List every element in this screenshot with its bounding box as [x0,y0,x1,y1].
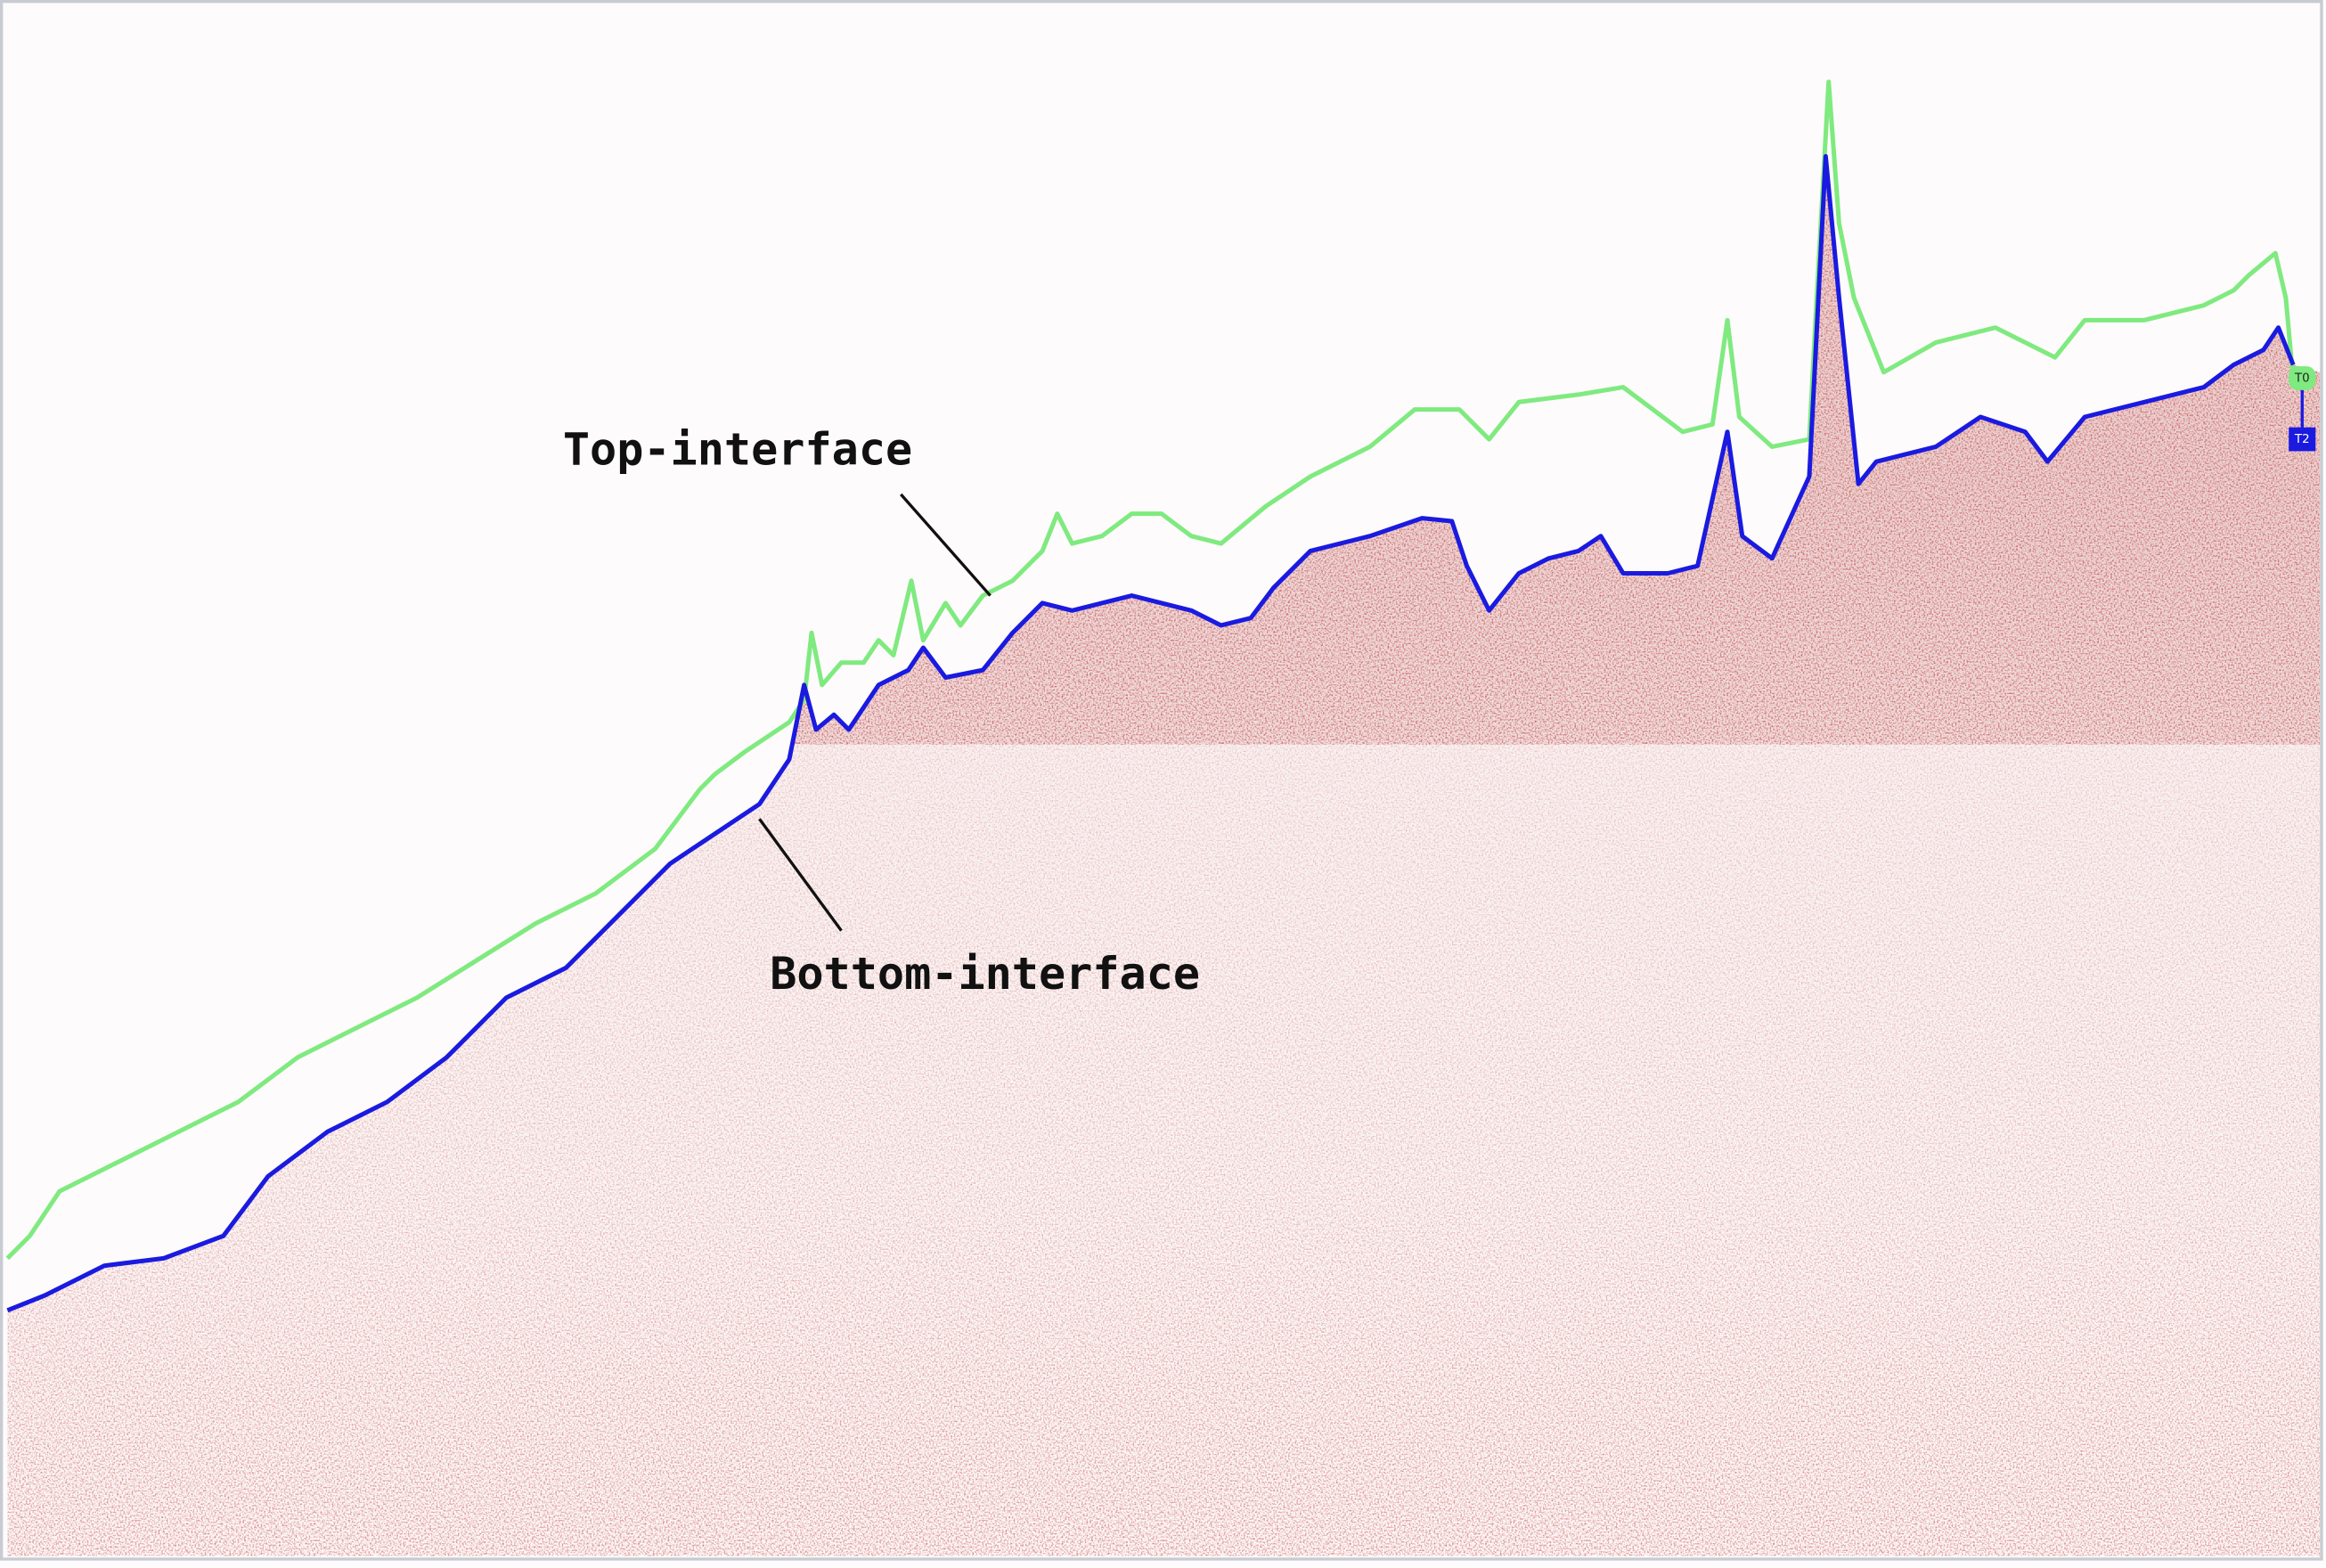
top-label: Top-interface [563,422,912,475]
top-marker-label: T0 [2294,372,2310,386]
bottom-interface-line [6,153,2296,1313]
bottom-marker [2289,427,2316,452]
bottom-leader [758,818,843,932]
bottom-label: Bottom-interface [770,947,1200,1000]
top-marker [2289,366,2316,390]
top-interface-line [5,79,2296,1261]
bottom-marker-label: T2 [2294,433,2310,446]
top-leader [900,493,992,597]
